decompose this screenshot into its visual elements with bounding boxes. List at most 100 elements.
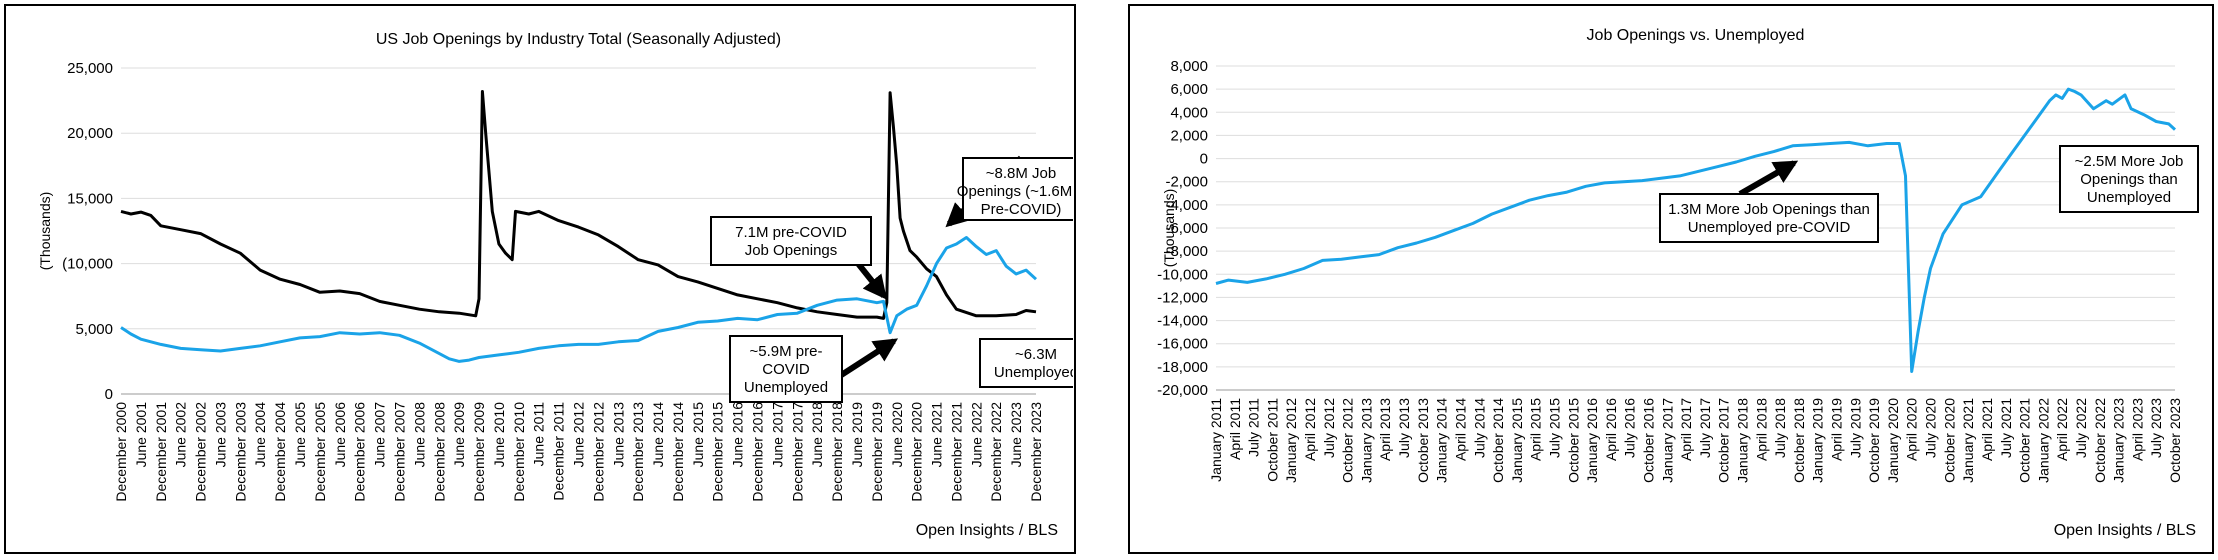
y-tick-label: -8,000 <box>1165 243 1208 260</box>
x-tick-label: July 2014 <box>1471 398 1487 458</box>
x-tick-label: January 2018 <box>1735 398 1751 483</box>
x-tick-label: December 2001 <box>153 402 169 502</box>
chart-title: Job Openings vs. Unemployed <box>1587 27 1805 44</box>
x-tick-label: April 2019 <box>1829 398 1845 461</box>
x-tick-label: January 2019 <box>1810 398 1826 483</box>
y-tick-label: 4,000 <box>1170 104 1208 121</box>
x-tick-label: April 2016 <box>1603 398 1619 461</box>
annotation-text: Job Openings <box>745 242 838 259</box>
x-tick-label: October 2011 <box>1264 398 1280 482</box>
x-tick-label: April 2013 <box>1377 398 1393 461</box>
annotation-text: ~8.8M Job <box>986 165 1056 182</box>
x-tick-label: October 2021 <box>2017 398 2033 483</box>
annotation-box <box>1659 193 1879 243</box>
x-tick-label: October 2015 <box>1565 398 1581 483</box>
annotation-box <box>962 157 1073 221</box>
x-tick-label: June 2002 <box>173 402 189 468</box>
x-tick-label: June 2016 <box>730 402 746 468</box>
x-tick-label: December 2016 <box>750 402 766 502</box>
annotation-text: Openings (~1.6M > <box>957 183 1073 200</box>
x-tick-label: December 2004 <box>272 402 288 502</box>
annotation-text: Unemployed <box>744 379 828 396</box>
y-tick-label: 2,000 <box>1170 127 1208 144</box>
x-tick-label: December 2015 <box>710 402 726 502</box>
x-tick-label: December 2022 <box>988 402 1004 502</box>
x-tick-label: June 2008 <box>411 402 427 468</box>
annotation-text: Pre-COVID) <box>981 201 1062 218</box>
annotation-text: Unemployed pre-COVID <box>1688 219 1851 236</box>
x-tick-label: October 2013 <box>1415 398 1431 483</box>
openings-line <box>1215 87 2177 373</box>
x-tick-label: April 2022 <box>2054 398 2070 461</box>
annotation-text: 1.3M More Job Openings than <box>1668 201 1870 218</box>
annotation-arrow <box>1738 160 1799 197</box>
x-tick-label: July 2011 <box>1246 398 1262 457</box>
x-tick-label: June 2009 <box>451 402 467 468</box>
y-tick-label: -4,000 <box>1165 197 1208 214</box>
x-tick-label: October 2012 <box>1340 398 1356 483</box>
x-tick-label: June 2011 <box>531 402 547 467</box>
x-tick-label: January 2014 <box>1434 398 1450 483</box>
x-tick-label: June 2017 <box>769 402 785 468</box>
annotation-box <box>710 216 872 266</box>
x-tick-label: December 2011 <box>551 402 567 501</box>
annotation-text: COVID <box>762 361 810 378</box>
y-tick-label: 20,000 <box>67 125 113 142</box>
x-tick-label: October 2017 <box>1716 398 1732 483</box>
annotation-text: Unemployed <box>2087 189 2171 206</box>
y-tick-label: 15,000 <box>67 190 113 207</box>
x-tick-label: July 2019 <box>1847 398 1863 458</box>
x-tick-label: January 2021 <box>1960 398 1976 483</box>
x-tick-label: October 2022 <box>2092 398 2108 483</box>
y-axis-title: (Thousands) <box>37 192 53 271</box>
source-label: Open Insights / BLS <box>915 522 1058 539</box>
y-tick-label: -20,000 <box>1157 382 1208 399</box>
y-tick-label: -18,000 <box>1157 359 1208 376</box>
x-tick-label: January 2022 <box>2035 398 2051 483</box>
x-tick-label: January 2015 <box>1509 398 1525 483</box>
x-tick-label: December 2005 <box>312 402 328 502</box>
x-tick-label: December 2014 <box>670 402 686 502</box>
x-tick-label: October 2023 <box>2167 398 2183 483</box>
y-tick-label: (10,000 <box>62 256 113 273</box>
x-tick-label: April 2011 <box>1227 398 1243 460</box>
annotation-box <box>979 338 1073 388</box>
y-tick-label: 8,000 <box>1170 58 1208 75</box>
y-tick-label: -6,000 <box>1165 220 1208 237</box>
y-tick-label: 5,000 <box>75 321 113 338</box>
y-tick-label: 6,000 <box>1170 81 1208 98</box>
x-tick-label: January 2017 <box>1659 398 1675 483</box>
x-tick-label: April 2017 <box>1678 398 1694 461</box>
x-tick-label: June 2020 <box>889 402 905 468</box>
x-tick-label: June 2007 <box>372 402 388 468</box>
x-tick-label: July 2013 <box>1396 398 1412 458</box>
x-tick-label: October 2014 <box>1490 398 1506 483</box>
x-tick-label: December 2023 <box>1028 402 1044 502</box>
x-tick-label: June 2013 <box>610 402 626 468</box>
x-tick-label: December 2018 <box>829 402 845 502</box>
y-tick-label: -2,000 <box>1165 174 1208 191</box>
x-tick-label: June 2012 <box>571 402 587 468</box>
x-tick-label: June 2015 <box>690 402 706 468</box>
annotation-text: ~5.9M pre- <box>750 343 823 360</box>
x-tick-label: July 2018 <box>1772 398 1788 458</box>
x-tick-label: April 2020 <box>1904 398 1920 461</box>
x-tick-label: June 2003 <box>212 402 228 468</box>
x-tick-label: June 2018 <box>809 402 825 468</box>
x-tick-label: June 2014 <box>650 402 666 468</box>
x-tick-label: December 2020 <box>909 402 925 502</box>
y-tick-label: 25,000 <box>67 60 113 77</box>
x-tick-label: December 2010 <box>511 402 527 502</box>
annotation-text: 7.1M pre-COVID <box>735 224 847 241</box>
x-tick-label: June 2004 <box>252 402 268 468</box>
openings-vs-unemployed-chart: Job Openings vs. Unemployed -20,000 -18,00… <box>1157 27 2199 483</box>
job-openings-chart-panel: US Job Openings by Industry Total (Seaso… <box>4 4 1076 554</box>
annotation-text: Openings than <box>2080 171 2178 188</box>
x-tick-label: December 2019 <box>869 402 885 502</box>
openings-vs-unemployed-chart-panel: Job Openings vs. Unemployed -20,000 -18,00… <box>1128 4 2214 554</box>
annotation-text: ~2.5M More Job <box>2075 153 2184 170</box>
y-tick-label: 0 <box>105 386 113 403</box>
